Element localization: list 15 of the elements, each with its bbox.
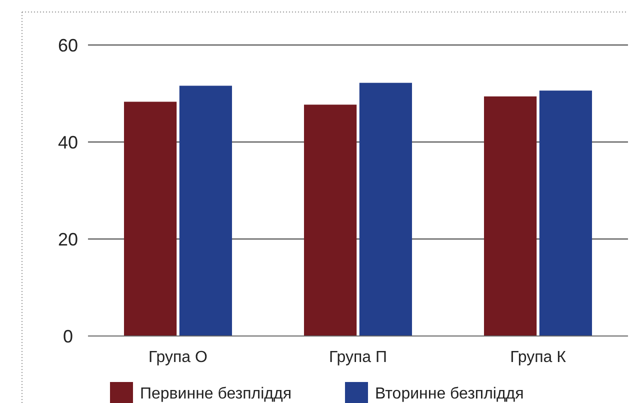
x-tick-label: Група К	[510, 349, 567, 366]
bar	[304, 104, 357, 336]
bar	[484, 96, 537, 336]
x-tick-label: Група О	[148, 349, 208, 366]
bar	[359, 82, 412, 336]
y-tick-label: 0	[62, 326, 74, 346]
bar	[179, 86, 232, 336]
bar	[124, 102, 177, 336]
y-tick-label: 40	[58, 132, 78, 152]
legend-label: Первинне безпліддя	[140, 386, 292, 403]
y-tick-label: 20	[58, 229, 78, 250]
legend-label: Вторинне безпліддя	[375, 386, 524, 403]
x-tick-label: Група П	[329, 349, 387, 366]
bar	[539, 90, 592, 336]
y-tick-label: 60	[58, 35, 78, 56]
